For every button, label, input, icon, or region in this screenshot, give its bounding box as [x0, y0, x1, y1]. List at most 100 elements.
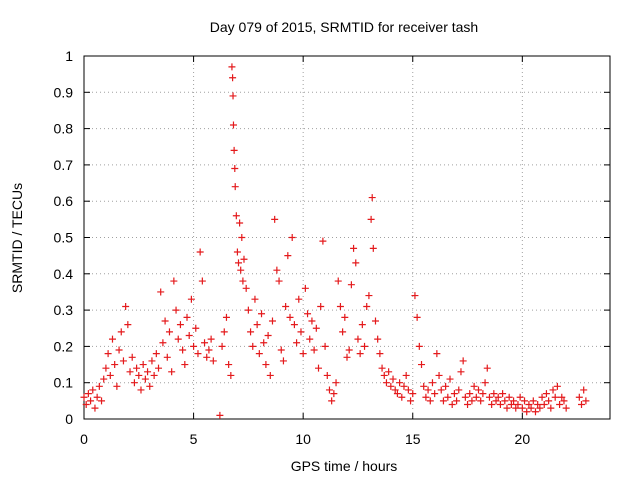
data-point [562, 404, 570, 412]
data-point [232, 212, 240, 220]
y-tick-label: 0.4 [54, 266, 74, 282]
y-tick-label: 1 [65, 48, 73, 64]
data-point [523, 408, 531, 416]
data-point [249, 342, 257, 350]
data-point [393, 390, 401, 398]
data-point [310, 346, 318, 354]
x-tick-label: 5 [190, 431, 198, 447]
data-point [323, 371, 331, 379]
data-point [450, 390, 458, 398]
data-point [437, 386, 445, 394]
data-point [321, 342, 329, 350]
data-point [358, 321, 366, 329]
data-point [446, 375, 454, 383]
data-point [179, 346, 187, 354]
y-tick-label: 0.8 [54, 121, 74, 137]
data-point [551, 393, 559, 401]
data-point [317, 302, 325, 310]
data-point [382, 379, 390, 387]
data-point [553, 382, 561, 390]
data-point [538, 393, 546, 401]
data-point [420, 382, 428, 390]
data-point [477, 397, 485, 405]
data-point [531, 408, 539, 416]
data-point [174, 335, 182, 343]
data-point [330, 390, 338, 398]
data-point [400, 382, 408, 390]
data-point [578, 400, 586, 408]
data-point [244, 306, 252, 314]
data-point [361, 342, 369, 350]
data-point [424, 386, 432, 394]
data-point [130, 379, 138, 387]
y-tick-label: 0.9 [54, 84, 74, 100]
data-point [190, 342, 198, 350]
data-point [216, 411, 224, 419]
data-point [336, 302, 344, 310]
data-point [91, 404, 99, 412]
data-point [95, 382, 103, 390]
data-point [501, 397, 509, 405]
data-point [457, 368, 465, 376]
y-axis-label: SRMTID / TECUs [9, 183, 25, 293]
data-point [237, 266, 245, 274]
y-tick-label: 0 [65, 411, 73, 427]
data-point [525, 400, 533, 408]
data-point [284, 252, 292, 260]
data-point [422, 393, 430, 401]
data-point [98, 397, 106, 405]
grid-lines [84, 56, 610, 419]
data-point [139, 361, 147, 369]
data-point [115, 346, 123, 354]
data-point [448, 400, 456, 408]
data-point [312, 324, 320, 332]
data-point [556, 400, 564, 408]
data-point [306, 335, 314, 343]
data-point [315, 364, 323, 372]
data-point [106, 371, 114, 379]
data-point [490, 390, 498, 398]
data-point [472, 393, 480, 401]
data-point [194, 350, 202, 358]
data-point [187, 295, 195, 303]
data-point [304, 310, 312, 318]
data-point [277, 346, 285, 354]
data-point [260, 339, 268, 347]
x-axis-label: GPS time / hours [291, 458, 398, 474]
data-point [398, 393, 406, 401]
data-point [415, 342, 423, 350]
data-point [453, 397, 461, 405]
data-point [155, 364, 163, 372]
data-point [255, 350, 263, 358]
data-point [365, 292, 373, 300]
data-point [229, 121, 237, 129]
data-point [485, 393, 493, 401]
data-point [82, 400, 90, 408]
y-tick-label: 0.5 [54, 230, 74, 246]
data-point [172, 306, 180, 314]
y-tick-label: 0.1 [54, 375, 74, 391]
data-point [152, 350, 160, 358]
data-point [512, 404, 520, 412]
data-point [192, 324, 200, 332]
data-point [426, 397, 434, 405]
data-point [521, 397, 529, 405]
data-point [503, 404, 511, 412]
data-point [146, 382, 154, 390]
data-point [159, 339, 167, 347]
data-point [540, 400, 548, 408]
data-point [87, 397, 95, 405]
data-point [176, 321, 184, 329]
data-point [228, 63, 236, 71]
data-point [356, 350, 364, 358]
data-point [510, 397, 518, 405]
plot-frame [83, 55, 611, 420]
y-tick-label: 0.6 [54, 193, 74, 209]
chart-title: Day 079 of 2015, SRMTID for receiver tas… [210, 19, 478, 35]
data-point [203, 353, 211, 361]
data-point [230, 146, 238, 154]
data-point [483, 364, 491, 372]
data-point [391, 386, 399, 394]
data-point [459, 357, 467, 365]
data-point [240, 255, 248, 263]
